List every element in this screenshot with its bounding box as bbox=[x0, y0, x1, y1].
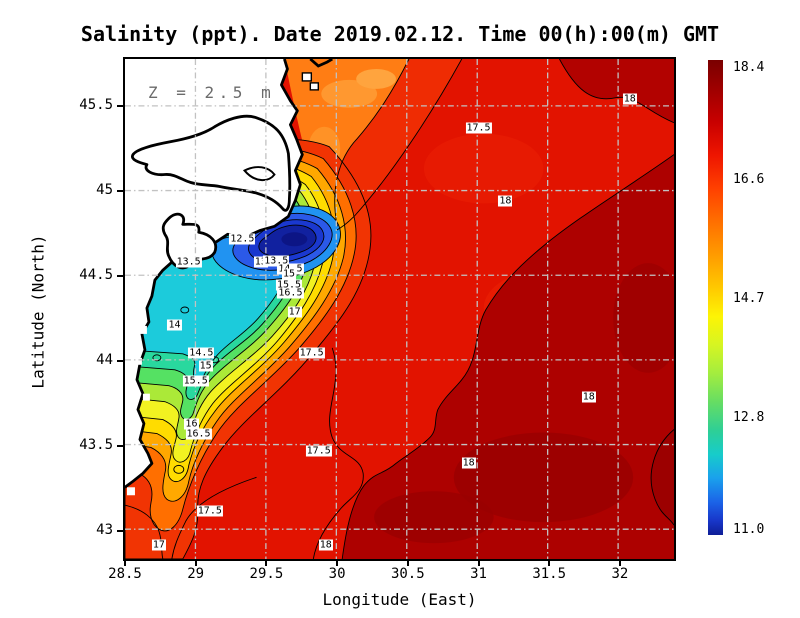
x-tickmark bbox=[194, 561, 197, 566]
contour-label: 18 bbox=[622, 93, 637, 105]
y-tick-label: 44 bbox=[96, 352, 113, 369]
x-tickmark bbox=[336, 561, 339, 566]
figure-title: Salinity (ppt). Date 2019.02.12. Time 00… bbox=[80, 22, 720, 46]
colorbar-tick-label: 11.0 bbox=[733, 522, 765, 537]
map-svg bbox=[125, 59, 674, 559]
y-tickmark bbox=[117, 530, 123, 533]
gridlines bbox=[125, 59, 674, 559]
contour-label: 17.5 bbox=[465, 122, 492, 134]
colorbar-tick-label: 12.8 bbox=[733, 409, 765, 425]
x-axis-label: Longitude (East) bbox=[322, 590, 477, 609]
y-tick-label: 43 bbox=[96, 522, 113, 539]
delta-spit bbox=[161, 212, 218, 270]
x-tickmark bbox=[477, 561, 480, 566]
y-tickmark bbox=[117, 275, 123, 278]
y-tick-label: 45 bbox=[96, 182, 113, 199]
contour-label: 17 bbox=[287, 306, 302, 318]
contour-label: 16.5 bbox=[277, 287, 304, 299]
contour-label: 15 bbox=[198, 360, 213, 372]
y-tick-label: 45.5 bbox=[79, 97, 113, 114]
colorbar bbox=[708, 60, 723, 535]
x-tick-label: 31.5 bbox=[532, 566, 567, 582]
contour-label: 13.5 bbox=[263, 255, 290, 267]
contour-label: 18 bbox=[498, 195, 513, 207]
contour-label: 18 bbox=[461, 457, 476, 469]
band-17-17p5 bbox=[334, 59, 462, 228]
contour-label: 18 bbox=[581, 391, 596, 403]
contour-label: 15.5 bbox=[182, 375, 209, 387]
land-mask bbox=[125, 59, 333, 496]
contour-label: 16 bbox=[184, 418, 199, 430]
colorbar-tick-label: 14.7 bbox=[733, 291, 765, 306]
contour-label: 14 bbox=[167, 319, 182, 331]
x-tick-label: 32 bbox=[611, 566, 629, 582]
x-tick-label: 29.5 bbox=[249, 566, 284, 582]
y-tick-label: 43.5 bbox=[79, 437, 113, 454]
contour-label: 15.5 bbox=[275, 279, 303, 291]
contour-label: 17.5 bbox=[298, 347, 325, 359]
contour-lines bbox=[125, 59, 674, 559]
colorbar-tick-label: 18.4 bbox=[733, 60, 765, 75]
y-tick-label: 44.5 bbox=[79, 267, 113, 284]
contour-label: 13.5 bbox=[175, 256, 202, 268]
colorbar-tick-label: 16.6 bbox=[733, 172, 765, 188]
contour-label: 17.5 bbox=[305, 445, 332, 457]
x-tick-label: 28.5 bbox=[108, 566, 142, 582]
coast-segment-top bbox=[309, 59, 333, 68]
contour-label: 13 bbox=[253, 256, 268, 268]
lagoon-inner-island bbox=[242, 166, 276, 182]
x-tick-label: 30 bbox=[328, 566, 346, 582]
y-tickmark bbox=[117, 360, 123, 363]
y-tickmark bbox=[117, 105, 123, 108]
x-tickmark bbox=[406, 561, 409, 566]
y-tickmark bbox=[117, 190, 123, 193]
map-plot-area: Z = 2.5 m 12.513.51313.514.51515.516.517… bbox=[123, 57, 676, 561]
contour-label: 17.5 bbox=[196, 505, 223, 517]
lagoon-outline bbox=[131, 114, 292, 212]
contour-label: 15 bbox=[281, 268, 297, 280]
y-axis-label: Latitude (North) bbox=[28, 234, 48, 389]
x-tick-label: 29 bbox=[187, 566, 205, 582]
depth-annotation: Z = 2.5 m bbox=[148, 83, 276, 102]
contour-label: 17 bbox=[151, 539, 166, 551]
y-tickmark bbox=[117, 445, 123, 448]
contour-label: 18 bbox=[318, 539, 333, 551]
contour-label: 16.5 bbox=[185, 428, 212, 440]
x-tickmark bbox=[548, 561, 551, 566]
x-tick-label: 31 bbox=[470, 566, 487, 582]
contour-label: 12.5 bbox=[229, 233, 256, 245]
x-tick-label: 30.5 bbox=[390, 566, 425, 582]
x-tickmark bbox=[618, 561, 621, 566]
x-tickmark bbox=[265, 561, 268, 566]
contour-label: 14.5 bbox=[188, 347, 215, 359]
x-tickmark bbox=[124, 561, 126, 566]
coast-staircase-cells bbox=[301, 72, 319, 91]
